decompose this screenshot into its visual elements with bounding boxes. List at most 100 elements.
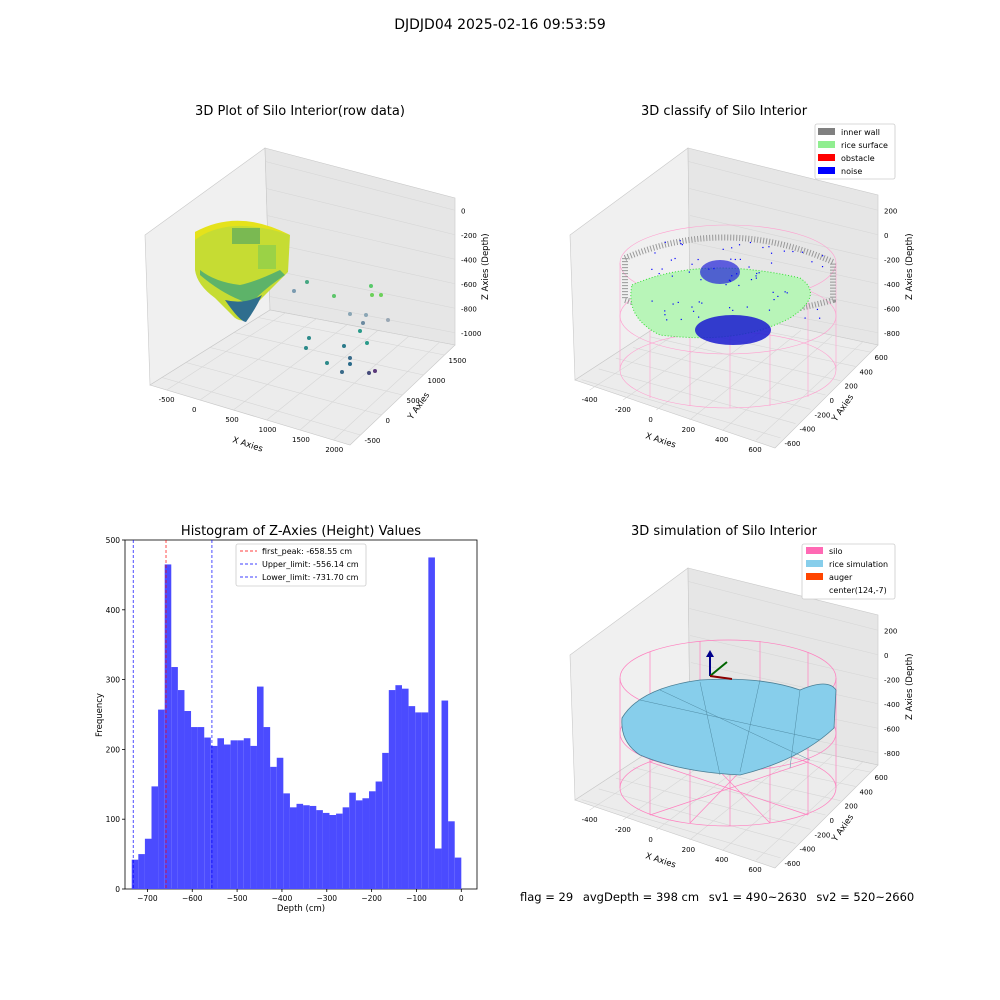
auger-axes <box>706 650 733 680</box>
noise-point <box>755 277 757 279</box>
simulation-legend <box>801 543 896 600</box>
raw-ytick-label: 1000 <box>428 377 446 385</box>
raw-zgrid <box>266 188 456 236</box>
noise-point <box>725 284 727 286</box>
classify-xgrid <box>589 312 709 391</box>
raw-silo-spots <box>232 228 260 244</box>
raw-xgrid <box>333 341 440 441</box>
noise-point <box>734 258 736 261</box>
classify-ytick-label: 200 <box>845 383 858 391</box>
hist-bar <box>362 798 370 889</box>
raw-ygrid <box>233 332 424 376</box>
raw-ytick-label: -500 <box>365 437 381 445</box>
classify-ztick-label: 200 <box>884 207 897 215</box>
classify-ztick-label: -200 <box>884 256 900 264</box>
raw-zgrid <box>269 296 456 334</box>
raw-silo-rim <box>195 220 290 240</box>
simulation-zgrid <box>692 716 879 754</box>
noise-point <box>722 248 724 250</box>
noise-point <box>701 302 703 304</box>
hist-bar <box>289 807 297 889</box>
histogram-title: Histogram of Z-Axies (Height) Values <box>180 524 422 539</box>
classify-xgrid <box>622 318 740 401</box>
hist-legend <box>235 543 367 587</box>
raw-outlier-point <box>364 313 368 317</box>
raw-xtick-label: 2000 <box>325 446 343 454</box>
noise-point <box>762 246 764 249</box>
noise-point <box>728 307 731 309</box>
pane-left <box>569 147 691 381</box>
classify-ygrid <box>684 315 871 353</box>
raw-ylabel: Y Axies <box>406 390 433 422</box>
noise-point <box>731 275 733 277</box>
hist-xtick-label: −500 <box>227 894 248 903</box>
raw-xgrid <box>266 330 379 421</box>
raw-outlier-point <box>305 280 309 284</box>
noise-point <box>749 241 752 244</box>
classify-xtick-label: -200 <box>615 406 631 414</box>
noise-point <box>679 240 681 242</box>
raw-zgrid <box>268 269 456 309</box>
hist-bar <box>276 757 284 889</box>
raw-xtick-label: 1500 <box>292 436 310 444</box>
raw-outlier-point <box>386 318 390 322</box>
noise-point <box>746 306 748 308</box>
legend-label: inner wall <box>841 128 880 137</box>
simulation-ytick-label: 400 <box>860 788 873 796</box>
hist-ylabel: Frequency <box>95 693 105 737</box>
noise-point <box>750 278 753 281</box>
pane-left <box>144 147 271 386</box>
noise-point <box>792 250 794 253</box>
classify-ytick-label: 400 <box>860 368 873 376</box>
hist-ytick-label: 0 <box>115 885 120 894</box>
simulation-xtick-label: 0 <box>648 836 652 844</box>
classify-ylabel: Y Axies <box>830 392 857 424</box>
hist-bar <box>204 737 211 889</box>
raw-outlier-point <box>379 293 383 297</box>
simulation-ztick-label: 0 <box>884 652 888 660</box>
raw-ytick-label: 1500 <box>449 357 467 365</box>
noise-point <box>748 266 750 268</box>
raw-silo-cloud <box>195 221 290 321</box>
hist-bar <box>408 706 416 889</box>
simulation-xgrid <box>622 738 740 821</box>
noise-point <box>664 310 666 312</box>
raw-zgrid <box>265 161 456 211</box>
hist-bar <box>454 857 462 889</box>
noise-point <box>671 275 673 277</box>
noise-point <box>730 258 732 260</box>
raw-ygrid <box>257 317 445 356</box>
raw-ztick-label: -200 <box>461 232 477 240</box>
classify-ztick-label: 0 <box>884 232 888 240</box>
pane-back <box>687 147 879 346</box>
raw-ztick-label: 0 <box>461 207 465 215</box>
hist-bar <box>369 791 376 889</box>
hist-plot-area <box>124 539 478 890</box>
noise-point <box>801 251 803 253</box>
noise-point <box>822 255 824 257</box>
classify-xgrid <box>689 330 802 421</box>
hist-bar <box>342 807 350 889</box>
raw-outlier-point <box>348 312 352 316</box>
raw-silo-lower <box>200 270 285 305</box>
simulation-ztick-label: -800 <box>884 750 900 758</box>
classify-xtick-label: 600 <box>748 446 761 454</box>
classify-ztick-label: -800 <box>884 330 900 338</box>
legend-label: rice surface <box>841 141 888 150</box>
noise-point <box>691 306 693 308</box>
simulation-xtick-label: 400 <box>715 856 728 864</box>
hist-bar <box>138 854 145 889</box>
classify-xtick-label: 0 <box>648 416 652 424</box>
raw-outlier-point <box>292 289 296 293</box>
hist-bar <box>171 667 178 889</box>
simulation-xlabel: X Axies <box>644 851 677 870</box>
hist-bar <box>197 727 205 889</box>
simulation-ylabel: Y Axies <box>830 812 857 844</box>
hist-xtick-label: −200 <box>361 894 382 903</box>
noise-point <box>664 314 666 316</box>
noise-point <box>654 252 656 254</box>
classify-ytick-label: -400 <box>800 426 816 434</box>
raw-ygrid <box>209 347 403 396</box>
hist-bar <box>415 712 422 889</box>
hist-bar <box>177 690 185 889</box>
